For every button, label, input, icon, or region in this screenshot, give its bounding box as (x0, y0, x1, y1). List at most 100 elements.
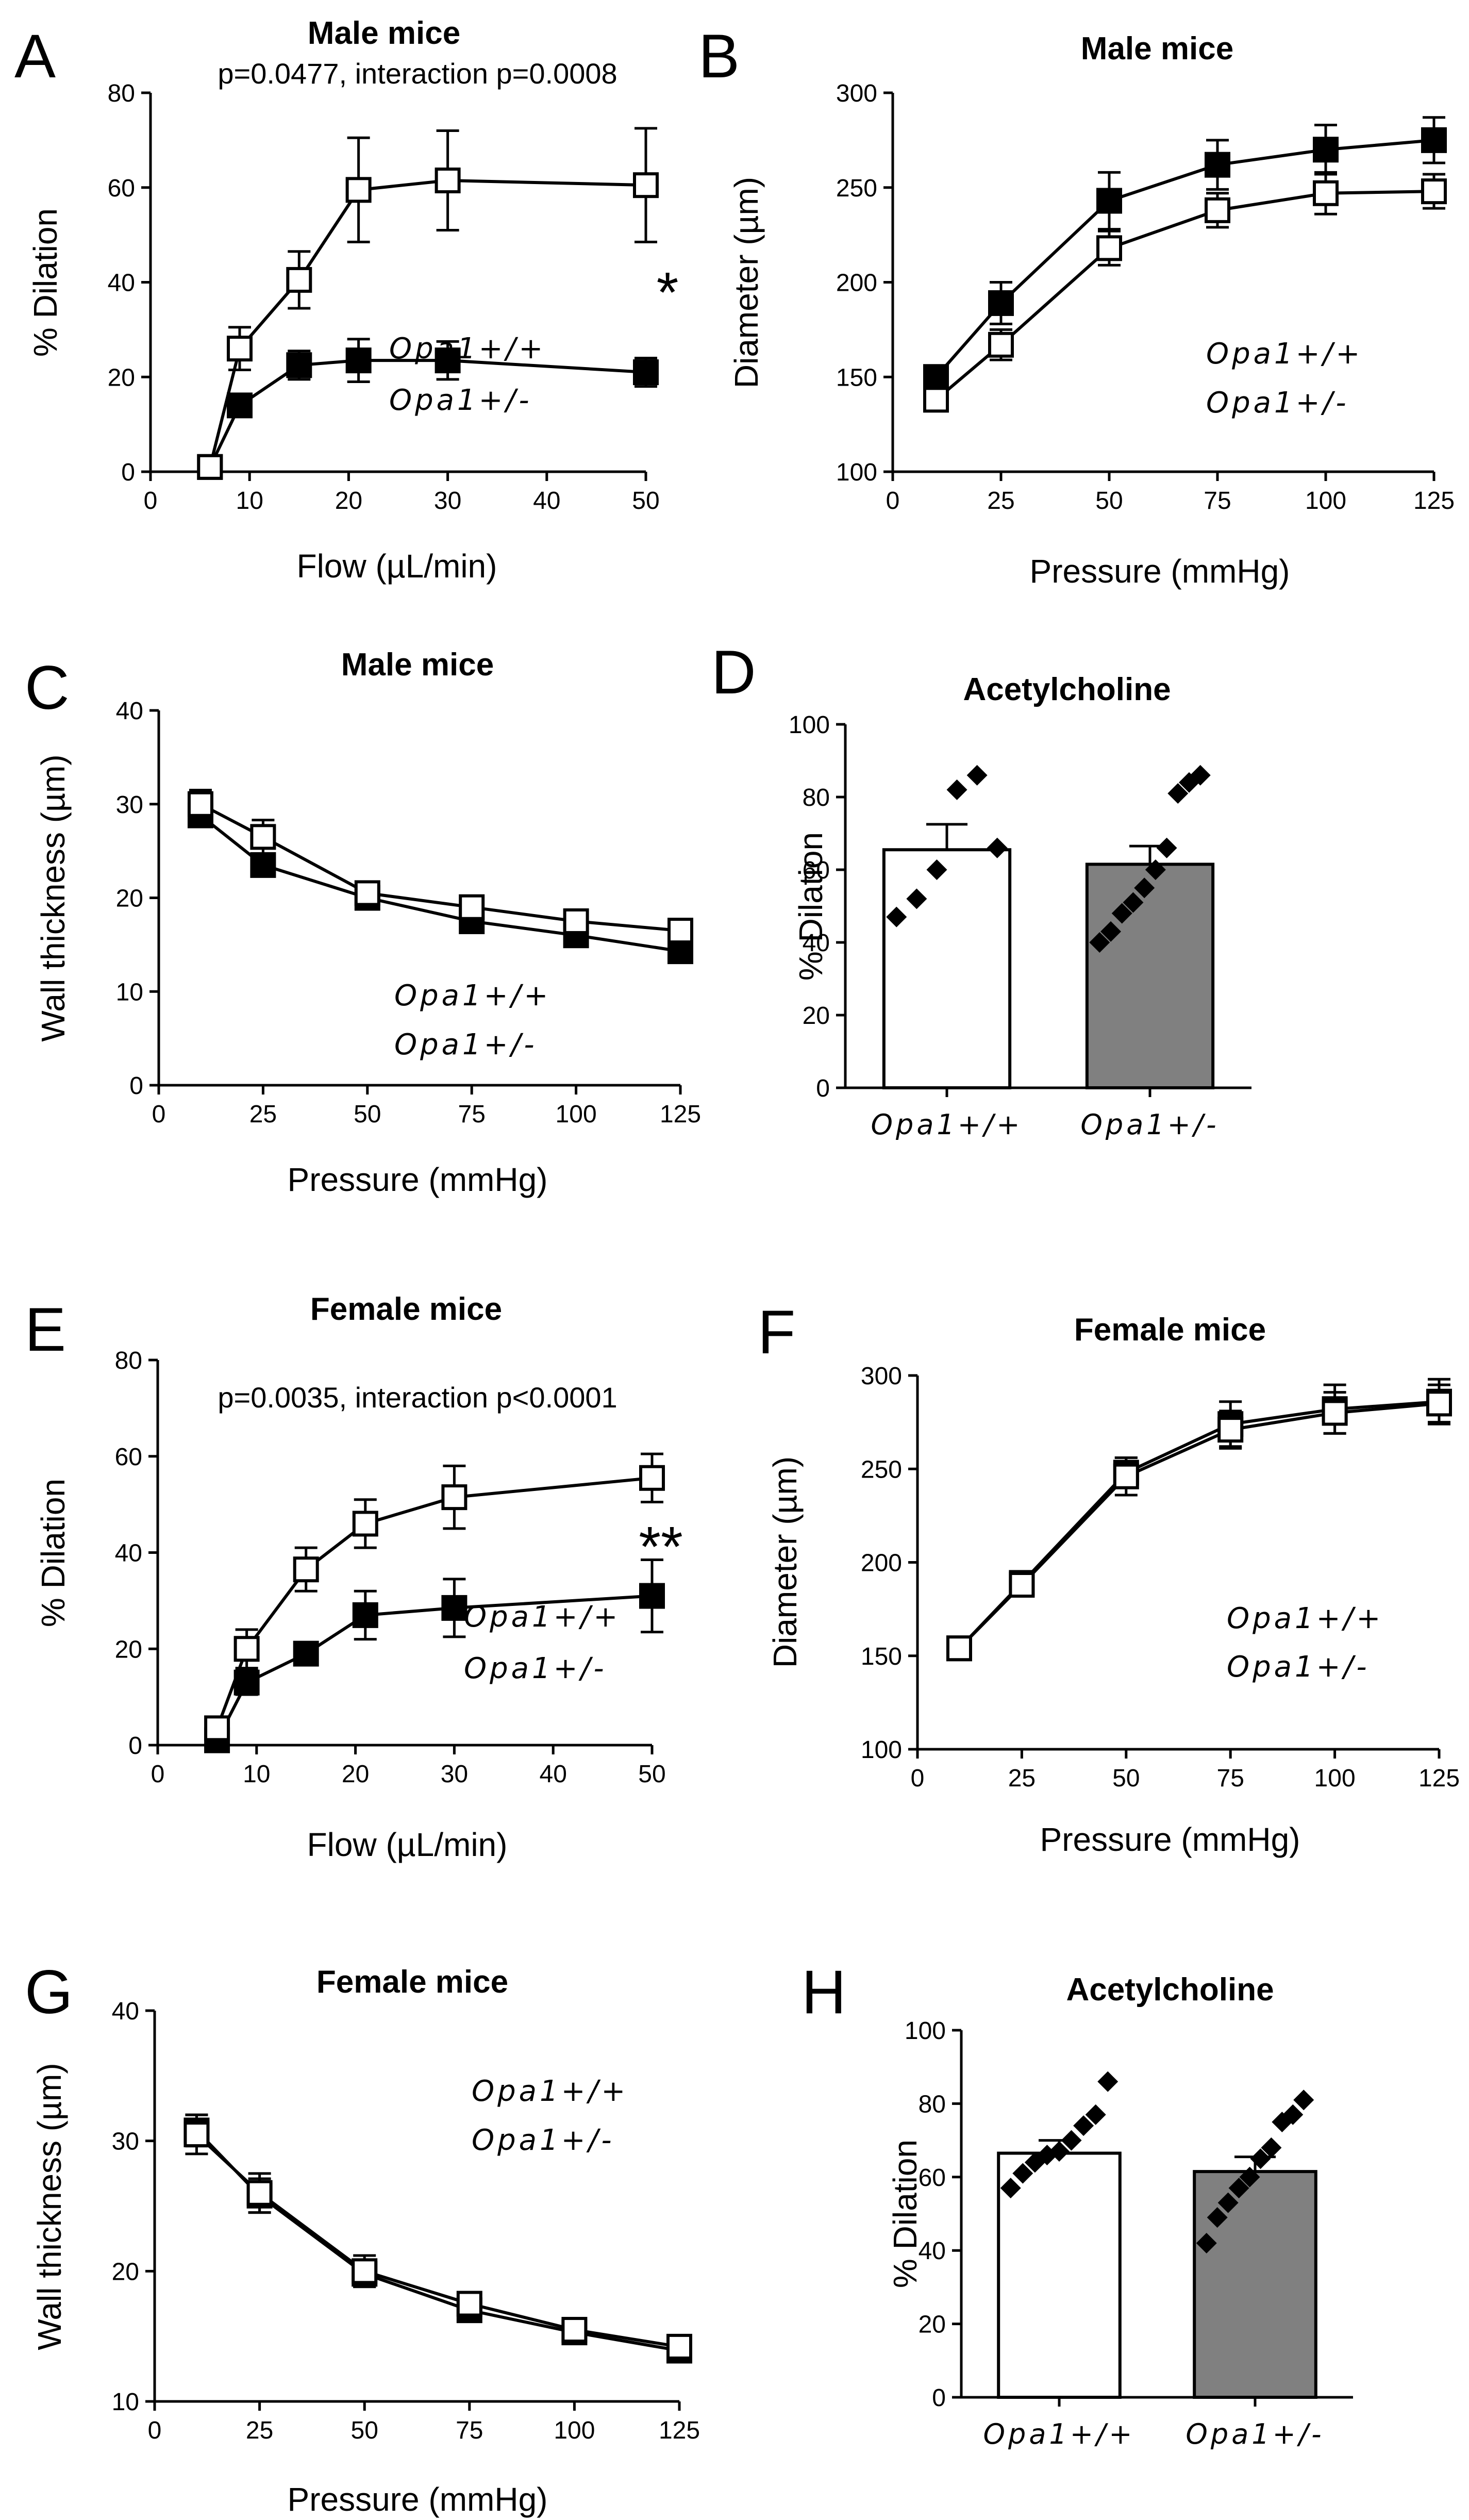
panel-B: B Male mice 100 150 200 250 300 Diameter (µm) 0 2… (698, 22, 1455, 590)
x-tick-label: 30 (434, 487, 461, 515)
data-point-opa1-het (250, 852, 276, 878)
y-tick-label: 0 (129, 1072, 143, 1100)
y-tick-label: 80 (803, 784, 830, 811)
data-point-opa1-wt (1009, 1572, 1035, 1598)
data-point-opa1-het (1167, 783, 1189, 804)
x-tick-label: 0 (911, 1765, 925, 1792)
legend-entry-opa1-het: Opa1+/- (472, 2124, 615, 2157)
x-tick-label: 10 (236, 487, 263, 515)
x-tick-label: 75 (1217, 1765, 1244, 1792)
x-tick-label: 125 (1418, 1765, 1460, 1792)
x-tick-label: 100 (554, 2417, 595, 2444)
panel-label-A: A (14, 22, 56, 91)
panel-label-F: F (758, 1298, 795, 1367)
data-point-opa1-het (667, 938, 693, 965)
series-line-opa1-het (195, 2129, 680, 2352)
legend-entry-opa1-het: Opa1+/- (394, 1028, 538, 1062)
x-tick-label: 25 (246, 2417, 273, 2444)
legend-entry-opa1-wt: Opa1+/+ (1227, 1602, 1383, 1635)
x-axis-label-A: Flow (µL/min) (297, 548, 497, 585)
panel-label-H: H (802, 1958, 846, 2027)
y-tick-label: 60 (803, 857, 830, 884)
panel-G: G Female mice 10 20 30 40 Wall thickness (µm) 0… (25, 1958, 700, 2518)
y-tick-label: 20 (919, 2311, 946, 2339)
chart-title-D: Acetylcholine (963, 672, 1171, 707)
y-tick-label: 80 (108, 80, 135, 107)
data-point-opa1-het (1145, 859, 1166, 880)
data-point-opa1-wt (1061, 2130, 1082, 2151)
y-tick-label: 10 (112, 2389, 139, 2416)
data-point-opa1-wt (1085, 2104, 1106, 2125)
panel-H: H Acetylcholine 0 20 40 60 80 100 % Dilation Opa1… (802, 1958, 1353, 2450)
y-tick-label: 20 (803, 1002, 830, 1030)
data-point-opa1-het (226, 392, 253, 419)
data-point-opa1-het (1313, 137, 1339, 163)
significance-marker-A: * (657, 261, 679, 324)
x-tick-label: 125 (1413, 487, 1455, 515)
y-axis-label-F: Diameter (µm) (766, 1456, 804, 1668)
x-tick-label: 100 (1305, 487, 1346, 515)
data-point-opa1-wt (233, 1636, 260, 1662)
y-tick-label: 250 (861, 1456, 902, 1483)
data-point-opa1-het (988, 290, 1014, 316)
category-label-opa1-het: Opa1+/- (1080, 1108, 1219, 1141)
data-point-opa1-wt (1421, 178, 1447, 205)
x-tick-label: 20 (342, 1761, 369, 1788)
x-tick-label: 50 (351, 2417, 378, 2444)
data-point-opa1-wt (563, 908, 589, 934)
data-point-opa1-het (923, 364, 949, 390)
y-tick-label: 40 (112, 1998, 139, 2025)
data-point-opa1-wt (666, 2333, 692, 2360)
legend-entry-opa1-het: Opa1+/- (389, 384, 532, 417)
data-point-opa1-wt (352, 1511, 378, 1537)
data-point-opa1-het (435, 347, 461, 374)
series-line-opa1-wt (208, 178, 646, 468)
y-tick-label: 300 (861, 1363, 902, 1390)
panel-E: E Female mice p=0.0035, interaction p<0.00… (25, 1291, 683, 1863)
x-tick-label: 50 (1112, 1765, 1140, 1792)
data-point-opa1-wt (966, 765, 988, 786)
x-axis-label-C: Pressure (mmHg) (288, 1161, 548, 1198)
y-axis-label-B: Diameter (µm) (728, 177, 765, 388)
y-axis-label-A: % Dilation (27, 208, 64, 357)
data-point-opa1-het (1293, 2090, 1314, 2111)
data-point-opa1-wt (187, 791, 213, 817)
y-tick-label: 80 (115, 1347, 142, 1374)
data-point-opa1-het (352, 1602, 378, 1628)
data-point-opa1-wt (459, 894, 485, 920)
data-point-opa1-wt (1313, 180, 1339, 206)
bar-opa1-wt (882, 848, 1012, 1089)
legend-entry-opa1-het: Opa1+/- (1206, 386, 1349, 420)
y-tick-label: 40 (919, 2237, 946, 2265)
y-tick-label: 10 (116, 979, 143, 1006)
data-point-opa1-wt (1012, 2163, 1033, 2184)
data-point-opa1-wt (946, 779, 967, 800)
y-tick-label: 20 (108, 364, 135, 391)
data-point-opa1-het (1250, 2148, 1271, 2169)
data-point-opa1-wt (906, 888, 927, 909)
category-label-opa1-het: Opa1+/- (1186, 2418, 1324, 2450)
data-point-opa1-het (1207, 2207, 1228, 2228)
y-tick-label: 0 (816, 1075, 830, 1102)
x-tick-label: 0 (144, 487, 158, 515)
x-tick-label: 0 (148, 2417, 162, 2444)
y-tick-label: 300 (836, 80, 877, 107)
data-point-opa1-wt (988, 331, 1014, 358)
data-point-opa1-het (1123, 892, 1144, 913)
x-axis-label-E: Flow (µL/min) (307, 1826, 508, 1863)
data-point-opa1-wt (639, 1465, 665, 1491)
data-point-opa1-wt (226, 336, 253, 362)
data-point-opa1-het (286, 352, 312, 378)
data-point-opa1-wt (1426, 1390, 1452, 1417)
data-point-opa1-het (1096, 188, 1122, 214)
legend-entry-opa1-wt: Opa1+/+ (472, 2075, 628, 2108)
x-tick-label: 50 (632, 487, 659, 515)
y-tick-label: 20 (112, 2258, 139, 2285)
y-tick-label: 60 (115, 1444, 142, 1471)
data-point-opa1-het (633, 359, 659, 386)
data-point-opa1-het (1100, 921, 1122, 942)
data-point-opa1-wt (204, 1715, 230, 1742)
y-tick-label: 40 (115, 1540, 142, 1567)
